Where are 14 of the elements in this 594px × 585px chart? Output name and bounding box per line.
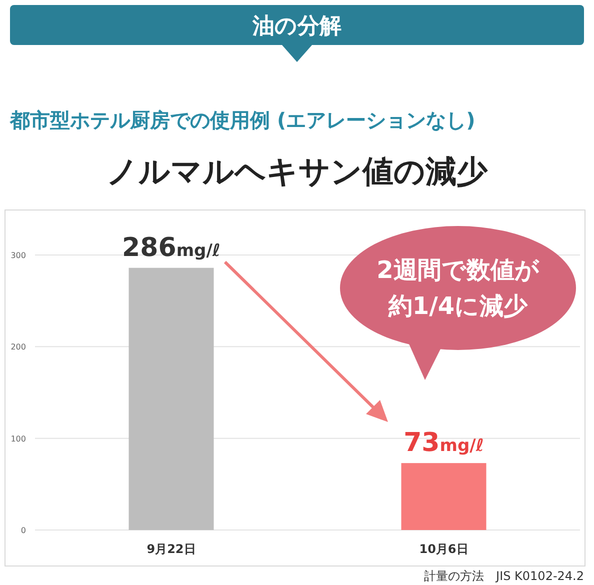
- text: ノルマルヘキサン値の減少: [106, 154, 488, 190]
- annotation: 2週間で数値が: [376, 256, 540, 284]
- x-tick-label: 9月22日: [146, 542, 196, 556]
- chart-title: 油の分解: [252, 14, 342, 39]
- annotation: 約1/4に減少: [387, 292, 529, 320]
- x-tick-label: 10月6日: [419, 542, 468, 556]
- y-tick-label: 200: [10, 342, 26, 352]
- data-label: 286mg/ℓ: [122, 232, 220, 263]
- y-tick-label: 0: [20, 526, 26, 535]
- chart-subtitle: 都市型ホテル厨房での使用例 (エアレーションなし): [9, 108, 476, 132]
- y-tick-label: 300: [10, 251, 26, 260]
- text: 計量の方法 JIS K0102-24.2: [424, 569, 584, 583]
- y-tick-label: 100: [10, 434, 26, 444]
- data-label: 73mg/ℓ: [404, 428, 484, 458]
